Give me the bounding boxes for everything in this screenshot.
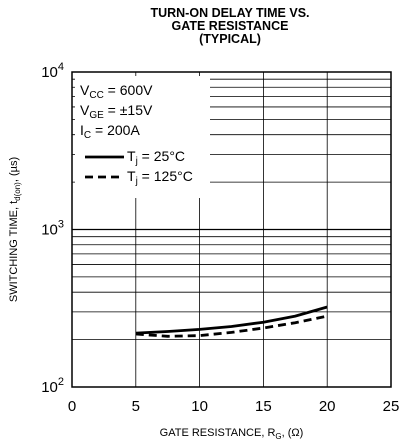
plot-border bbox=[71, 71, 392, 388]
y-tick-label: 102 bbox=[41, 376, 64, 396]
series-line-2 bbox=[135, 314, 328, 338]
grid bbox=[72, 72, 391, 387]
legend-box bbox=[75, 76, 210, 198]
axis-labels: GATE RESISTANCE, RG, (Ω) SWITCHING TIME, … bbox=[8, 157, 303, 441]
x-tick-labels: 0 5 10 15 20 25 bbox=[68, 398, 400, 415]
y-tick-label: 104 bbox=[41, 61, 64, 81]
y-tick-labels: 102 103 104 bbox=[41, 61, 64, 396]
x-tick-label: 15 bbox=[255, 398, 272, 415]
plot-frame bbox=[71, 71, 392, 388]
legend-label-1: Tj = 25°C bbox=[127, 148, 185, 167]
x-tick-label: 10 bbox=[191, 398, 208, 415]
condition-label-1: VCC = 600V bbox=[80, 82, 153, 101]
condition-label-2: VGE = ±15V bbox=[80, 102, 153, 121]
legend-label-2: Tj = 125°C bbox=[127, 168, 193, 187]
y-tick-label: 103 bbox=[41, 219, 64, 239]
chart-title: TURN-ON DELAY TIME VS.GATE RESISTANCE(TY… bbox=[150, 6, 309, 46]
x-axis-label: GATE RESISTANCE, RG, (Ω) bbox=[160, 427, 304, 441]
series-line-1 bbox=[135, 305, 328, 335]
title-line-1: TURN-ON DELAY TIME VS. bbox=[150, 6, 309, 20]
x-tick-label: 20 bbox=[319, 398, 336, 415]
title-line-3: (TYPICAL) bbox=[199, 32, 261, 46]
x-tick-label: 0 bbox=[68, 398, 76, 415]
y-axis-label: SWITCHING TIME, td(on), (µs) bbox=[8, 157, 22, 302]
x-tick-label: 25 bbox=[383, 398, 400, 415]
title-line-2: GATE RESISTANCE bbox=[172, 19, 289, 33]
series-lines bbox=[135, 305, 328, 338]
condition-label-3: IC = 200A bbox=[80, 122, 140, 141]
x-tick-label: 5 bbox=[132, 398, 140, 415]
